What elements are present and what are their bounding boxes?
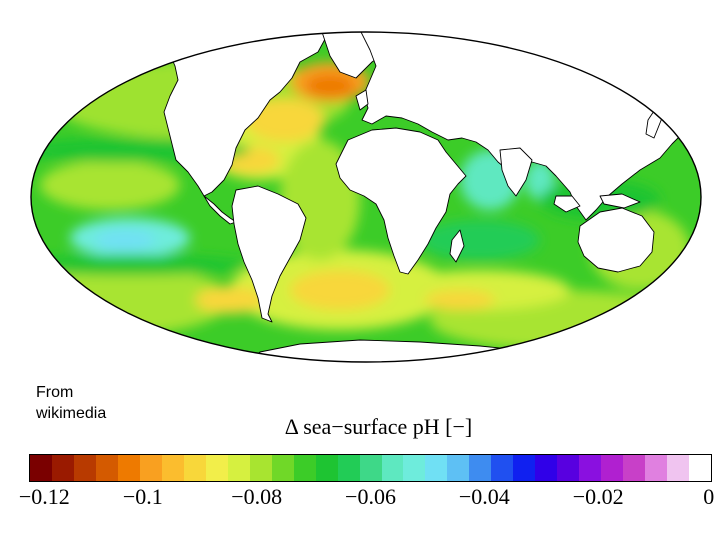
credit-text: From wikimedia: [36, 382, 146, 424]
colorbar-swatch: [381, 455, 404, 481]
colorbar-swatch: [491, 455, 514, 481]
colorbar-swatch: [601, 455, 624, 481]
colorbar-swatch: [425, 455, 448, 481]
credit-line-2: wikimedia: [36, 405, 107, 422]
colorbar-swatch: [249, 455, 272, 481]
colorbar-swatch: [403, 455, 426, 481]
colorbar-tick-label: −0.06: [345, 484, 396, 509]
colorbar-swatch: [227, 455, 250, 481]
colorbar-swatch: [51, 455, 74, 481]
colorbar-swatch: [579, 455, 602, 481]
colorbar-swatch: [30, 455, 52, 481]
colorbar-swatch: [535, 455, 558, 481]
colorbar-swatch: [337, 455, 360, 481]
colorbar-tick-label: 0: [703, 484, 715, 509]
colorbar-tick-label: −0.04: [458, 484, 510, 509]
colorbar-swatch: [645, 455, 668, 481]
land-masses: [163, 32, 701, 362]
colorbar-swatch: [293, 455, 316, 481]
colorbar-swatch: [271, 455, 294, 481]
colorbar-swatch: [205, 455, 228, 481]
colorbar-swatch: [73, 455, 96, 481]
ocean-field: [31, 32, 701, 362]
colorbar-swatch: [161, 455, 184, 481]
colorbar-swatch: [139, 455, 162, 481]
colorbar-tick-label: −0.12: [18, 484, 70, 509]
colorbar-swatch: [315, 455, 338, 481]
colorbar-swatch: [447, 455, 470, 481]
colorbar-swatch: [689, 455, 712, 481]
colorbar-swatch: [513, 455, 536, 481]
credit-line-1: From: [36, 384, 74, 401]
colorbar-tick-label: −0.02: [572, 484, 624, 509]
colorbar: [29, 454, 712, 482]
colorbar-swatch: [95, 455, 118, 481]
colorbar-ticks: −0.12 −0.1 −0.08 −0.06 −0.04 −0.02 0: [0, 484, 720, 514]
colorbar-swatch: [667, 455, 690, 481]
colorbar-swatch: [117, 455, 140, 481]
colorbar-swatch: [469, 455, 492, 481]
colorbar-title: Δ sea−surface pH [−]: [284, 414, 473, 439]
colorbar-swatch: [623, 455, 646, 481]
colorbar-swatch: [359, 455, 382, 481]
globe-outline: [30, 31, 702, 363]
colorbar-tick-label: −0.08: [231, 484, 283, 509]
colorbar-tick-label: −0.1: [122, 484, 163, 509]
colorbar-swatch: [557, 455, 580, 481]
colorbar-swatch: [183, 455, 206, 481]
